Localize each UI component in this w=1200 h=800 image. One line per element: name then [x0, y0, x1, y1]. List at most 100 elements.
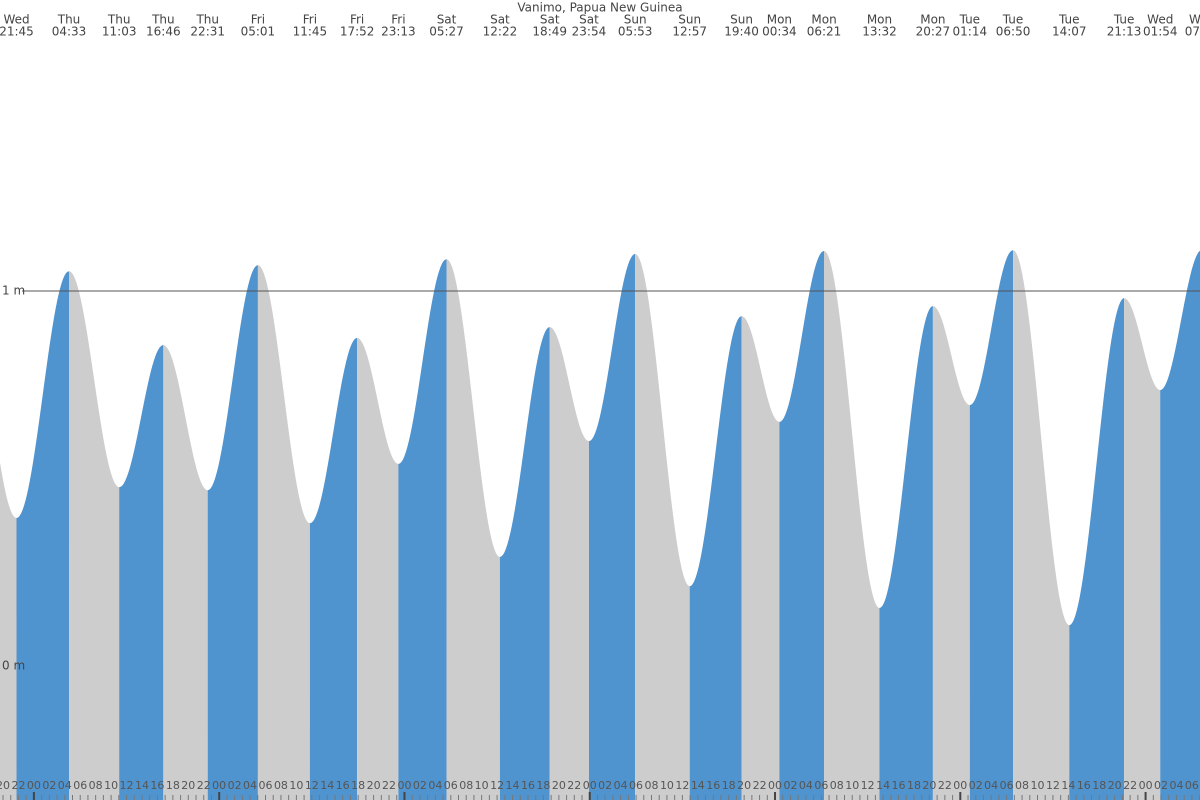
- hour-label: 22: [1123, 779, 1137, 792]
- rising-area: [588, 253, 636, 800]
- hour-label: 06: [73, 779, 87, 792]
- falling-area: [635, 253, 690, 800]
- hour-label: 12: [675, 779, 689, 792]
- extreme-day: Mon: [767, 13, 792, 27]
- extreme-time: 22:31: [190, 25, 225, 39]
- extreme-day: Thu: [195, 13, 219, 27]
- rising-area: [1069, 298, 1125, 800]
- extreme-time: 21:13: [1107, 25, 1142, 39]
- rising-area: [16, 271, 70, 800]
- falling-area: [257, 265, 310, 800]
- falling-area: [824, 250, 880, 800]
- hour-label: 16: [521, 779, 535, 792]
- hour-label: 00: [953, 779, 967, 792]
- hour-label: 06: [814, 779, 828, 792]
- hour-label: 22: [197, 779, 211, 792]
- extreme-day: Sat: [437, 13, 457, 27]
- hour-label: 08: [1015, 779, 1029, 792]
- tide-areas: [0, 250, 1200, 800]
- extreme-day: Fri: [303, 13, 317, 27]
- extreme-day: Sun: [624, 13, 647, 27]
- extreme-time: 21:45: [0, 25, 34, 39]
- extreme-time: 23:13: [381, 25, 416, 39]
- extreme-day: Wed: [1147, 13, 1173, 27]
- rising-area: [779, 250, 825, 800]
- hour-label: 14: [691, 779, 705, 792]
- hour-label: 18: [536, 779, 550, 792]
- hour-label: 14: [876, 779, 890, 792]
- hour-label: 12: [120, 779, 134, 792]
- overlay: 0 m1 mWed21:45Thu04:33Thu11:03Thu16:46Th…: [0, 13, 1200, 800]
- falling-area: [446, 259, 500, 800]
- hour-label: 06: [629, 779, 643, 792]
- falling-area: [1013, 250, 1070, 800]
- extreme-time: 11:45: [293, 25, 328, 39]
- falling-area: [1124, 298, 1161, 800]
- extreme-day: Wed: [1189, 13, 1200, 27]
- extreme-time: 07:19: [1185, 25, 1200, 39]
- hour-label: 20: [181, 779, 195, 792]
- hour-label: 00: [212, 779, 226, 792]
- y-tick-label: 0 m: [2, 659, 25, 673]
- extreme-day: Thu: [107, 13, 131, 27]
- hour-label: 20: [367, 779, 381, 792]
- hour-label: 06: [1000, 779, 1014, 792]
- hour-label: 08: [89, 779, 103, 792]
- hour-label: 18: [166, 779, 180, 792]
- extreme-time: 16:46: [146, 25, 181, 39]
- hour-label: 04: [428, 779, 442, 792]
- hour-label: 10: [660, 779, 674, 792]
- extreme-time: 23:54: [572, 25, 607, 39]
- extreme-time: 06:50: [996, 25, 1031, 39]
- hour-label: 14: [506, 779, 520, 792]
- hour-label: 18: [722, 779, 736, 792]
- extreme-day: Tue: [1002, 13, 1024, 27]
- hour-label: 10: [475, 779, 489, 792]
- hour-label: 10: [104, 779, 118, 792]
- extreme-day: Sun: [678, 13, 701, 27]
- extreme-day: Wed: [3, 13, 29, 27]
- hour-label: 20: [737, 779, 751, 792]
- hour-label: 18: [351, 779, 365, 792]
- hour-label: 12: [1046, 779, 1060, 792]
- hour-label: 02: [42, 779, 56, 792]
- rising-area: [969, 250, 1014, 800]
- extreme-day: Fri: [391, 13, 405, 27]
- hour-label: 06: [1185, 779, 1199, 792]
- rising-area: [689, 316, 742, 800]
- hour-label: 20: [1108, 779, 1122, 792]
- extreme-day: Thu: [151, 13, 175, 27]
- hour-label: 16: [892, 779, 906, 792]
- hour-label: 02: [228, 779, 242, 792]
- extreme-time: 04:33: [52, 25, 87, 39]
- hour-label: 08: [830, 779, 844, 792]
- hour-label: 16: [150, 779, 164, 792]
- hour-label: 22: [11, 779, 25, 792]
- falling-area: [163, 345, 208, 800]
- rising-area: [499, 327, 550, 800]
- hour-label: 08: [274, 779, 288, 792]
- rising-area: [879, 306, 933, 800]
- extreme-time: 00:34: [762, 25, 797, 39]
- rising-area: [309, 337, 358, 800]
- rising-area: [398, 259, 447, 800]
- extreme-time: 19:40: [724, 25, 759, 39]
- hour-label: 22: [567, 779, 581, 792]
- extreme-time: 05:53: [618, 25, 653, 39]
- extreme-time: 11:03: [102, 25, 137, 39]
- extreme-day: Sat: [579, 13, 599, 27]
- extreme-day: Mon: [811, 13, 836, 27]
- hour-label: 16: [1077, 779, 1091, 792]
- rising-area: [207, 265, 258, 800]
- extreme-time: 05:27: [429, 25, 464, 39]
- hour-label: 08: [459, 779, 473, 792]
- hour-label: 22: [753, 779, 767, 792]
- hour-label: 14: [1061, 779, 1075, 792]
- hour-label: 08: [645, 779, 659, 792]
- extreme-time: 17:52: [340, 25, 375, 39]
- hour-label: 16: [336, 779, 350, 792]
- hour-label: 00: [1139, 779, 1153, 792]
- extreme-day: Tue: [959, 13, 981, 27]
- hour-label: 04: [58, 779, 72, 792]
